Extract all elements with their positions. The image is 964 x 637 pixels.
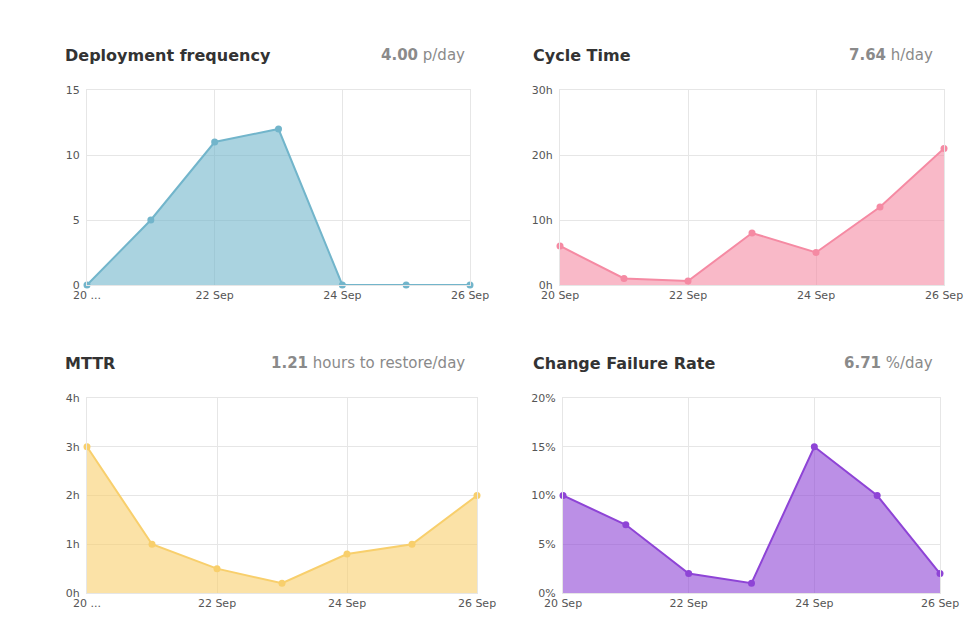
svg-text:Deployment frequency: Deployment frequency	[65, 46, 271, 65]
svg-text:24 Sep: 24 Sep	[797, 289, 835, 302]
svg-text:20 Sep: 20 Sep	[544, 597, 582, 610]
svg-text:Cycle Time: Cycle Time	[533, 46, 631, 65]
svg-text:6.71 %/day: 6.71 %/day	[844, 354, 933, 372]
svg-text:20 ...: 20 ...	[73, 597, 101, 610]
svg-text:20 Sep: 20 Sep	[541, 289, 579, 302]
svg-text:5%: 5%	[538, 538, 555, 551]
svg-text:4.00 p/day: 4.00 p/day	[381, 46, 465, 64]
svg-text:5: 5	[73, 214, 80, 227]
svg-text:10%: 10%	[531, 489, 555, 502]
svg-text:26 Sep: 26 Sep	[925, 289, 963, 302]
svg-text:0h: 0h	[539, 279, 553, 292]
svg-text:1h: 1h	[66, 538, 80, 551]
svg-text:24 Sep: 24 Sep	[328, 597, 366, 610]
svg-text:3h: 3h	[66, 441, 80, 454]
svg-text:1.21 hours to restore/day: 1.21 hours to restore/day	[271, 354, 465, 372]
svg-text:4h: 4h	[66, 392, 80, 405]
svg-text:30h: 30h	[532, 84, 553, 97]
svg-text:10h: 10h	[532, 214, 553, 227]
svg-text:10: 10	[66, 149, 80, 162]
svg-text:20h: 20h	[532, 149, 553, 162]
svg-text:15%: 15%	[531, 441, 555, 454]
svg-text:2h: 2h	[66, 489, 80, 502]
svg-text:15: 15	[66, 84, 80, 97]
svg-text:22 Sep: 22 Sep	[669, 289, 707, 302]
svg-text:20%: 20%	[531, 392, 555, 405]
svg-text:0: 0	[73, 279, 80, 292]
svg-text:0h: 0h	[66, 587, 80, 600]
svg-text:26 Sep: 26 Sep	[458, 597, 496, 610]
svg-text:22 Sep: 22 Sep	[196, 289, 234, 302]
svg-text:20 ...: 20 ...	[73, 289, 101, 302]
svg-text:0%: 0%	[538, 587, 555, 600]
svg-text:Change Failure Rate: Change Failure Rate	[533, 354, 715, 373]
svg-text:24 Sep: 24 Sep	[795, 597, 833, 610]
svg-text:MTTR: MTTR	[65, 354, 115, 373]
svg-text:26 Sep: 26 Sep	[451, 289, 489, 302]
svg-text:26 Sep: 26 Sep	[921, 597, 959, 610]
svg-text:7.64 h/day: 7.64 h/day	[849, 46, 933, 64]
svg-text:22 Sep: 22 Sep	[198, 597, 236, 610]
svg-text:22 Sep: 22 Sep	[670, 597, 708, 610]
svg-text:24 Sep: 24 Sep	[323, 289, 361, 302]
